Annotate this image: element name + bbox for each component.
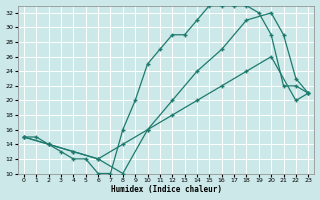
X-axis label: Humidex (Indice chaleur): Humidex (Indice chaleur) <box>111 185 221 194</box>
